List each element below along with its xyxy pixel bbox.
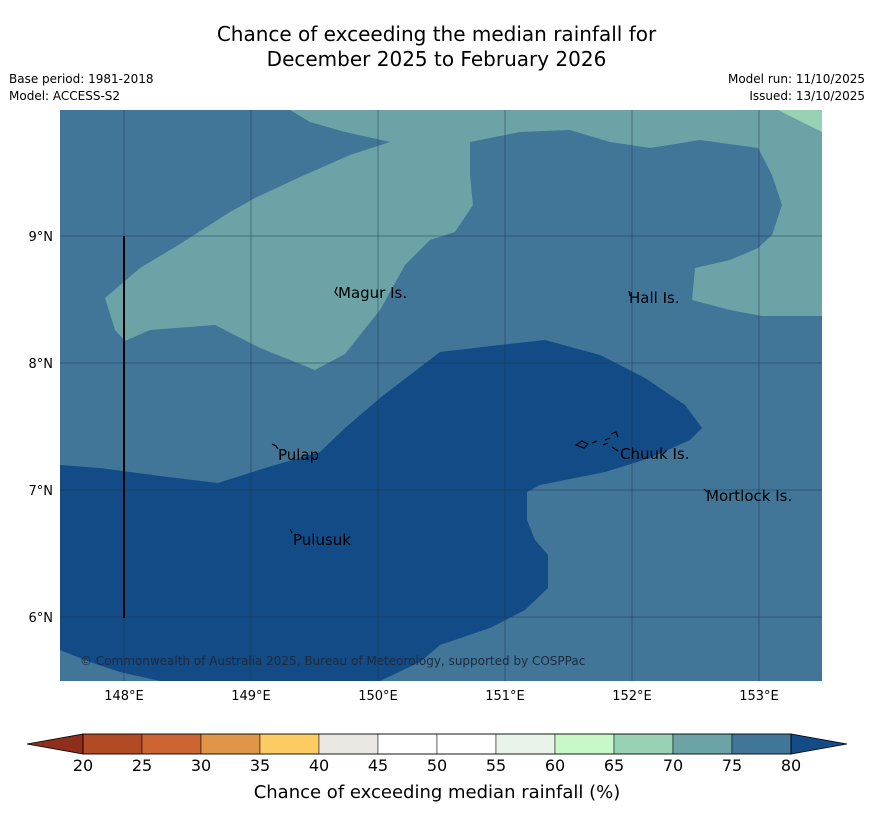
colorbar-label-40: 40 — [309, 756, 329, 775]
label-chuuk: Chuuk Is. — [620, 445, 689, 463]
island-pulap — [271, 443, 279, 450]
colorbar-cell-50-55 — [436, 733, 497, 755]
title-line-1: Chance of exceeding the median rainfall … — [216, 22, 657, 46]
colorbar-cell-65-70 — [613, 733, 674, 755]
meta-right: Model run: 11/10/2025 Issued: 13/10/2025 — [728, 71, 865, 105]
colorbar-cell-70-75 — [672, 733, 733, 755]
lat-tick-6: 6°N — [29, 611, 54, 626]
base-period-text: Base period: 1981-2018 — [9, 72, 154, 86]
colorbar-under-arrow — [26, 733, 84, 755]
colorbar-cell-75-80 — [731, 733, 792, 755]
label-pulap: Pulap — [278, 446, 319, 464]
island-pulusuk — [289, 528, 293, 534]
meta-left: Base period: 1981-2018 Model: ACCESS-S2 — [9, 71, 154, 105]
colorbar-label-30: 30 — [191, 756, 211, 775]
model-run-text: Model run: 11/10/2025 — [727, 72, 865, 86]
lat-ticks: 9°N 8°N 7°N 6°N — [29, 230, 54, 626]
colorbar-title: Chance of exceeding median rainfall (%) — [254, 782, 621, 803]
colorbar-frame — [82, 733, 792, 755]
colorbar-label-75: 75 — [722, 756, 742, 775]
colorbar-cell-40-45 — [318, 733, 379, 755]
colorbar-label-20: 20 — [73, 756, 93, 775]
colorbar: 20 25 30 35 40 45 50 55 60 65 70 75 80 Chance of exc… — [26, 733, 848, 803]
copyright-text: © Commonwealth of Australia 2025, Bureau… — [80, 654, 585, 668]
label-hall: Hall Is. — [629, 289, 680, 307]
lon-tick-149: 149°E — [231, 689, 271, 704]
region-80-plus — [60, 340, 702, 681]
region-65-70 — [778, 110, 822, 132]
colorbar-label-80: 80 — [781, 756, 801, 775]
lat-tick-7: 7°N — [29, 484, 54, 499]
colorbar-over-arrow — [790, 733, 848, 755]
colorbar-cell-35-40 — [259, 733, 320, 755]
colorbar-label-25: 25 — [132, 756, 152, 775]
lon-tick-150: 150°E — [358, 689, 398, 704]
island-magur — [334, 286, 339, 297]
lon-ticks: 148°E 149°E 150°E 151°E 152°E 153°E — [104, 689, 779, 704]
colorbar-cell-25-30 — [141, 733, 202, 755]
lon-tick-151: 151°E — [485, 689, 525, 704]
colorbar-label-50: 50 — [427, 756, 447, 775]
colorbar-cell-30-35 — [200, 733, 261, 755]
issued-text: Issued: 13/10/2025 — [749, 89, 865, 103]
colorbar-label-35: 35 — [250, 756, 270, 775]
label-pulusuk: Pulusuk — [293, 531, 351, 549]
map-title: Chance of exceeding the median rainfall … — [0, 22, 873, 72]
island-mortlock — [703, 488, 708, 493]
map-area[interactable]: Magur Is. Hall Is. Pulap Chuuk Is. Mortl… — [60, 110, 822, 681]
lon-tick-153: 153°E — [739, 689, 779, 704]
lon-tick-152: 152°E — [612, 689, 652, 704]
region-70-75-north — [105, 110, 822, 370]
island-hall — [628, 290, 631, 297]
label-mortlock: Mortlock Is. — [706, 487, 792, 505]
model-text: Model: ACCESS-S2 — [9, 89, 121, 103]
colorbar-cell-45-50 — [377, 733, 438, 755]
label-magur: Magur Is. — [338, 284, 407, 302]
colorbar-cell-55-60 — [495, 733, 556, 755]
colorbar-cell-60-65 — [554, 733, 615, 755]
colorbar-label-45: 45 — [368, 756, 388, 775]
colorbar-label-55: 55 — [486, 756, 506, 775]
colorbar-label-65: 65 — [604, 756, 624, 775]
islands — [271, 286, 708, 534]
colorbar-label-70: 70 — [663, 756, 683, 775]
island-chuuk — [574, 431, 619, 452]
lon-tick-148: 148°E — [104, 689, 144, 704]
region-75-80-south — [60, 650, 160, 681]
lat-tick-9: 9°N — [29, 230, 54, 245]
title-line-2: December 2025 to February 2026 — [266, 47, 607, 71]
colorbar-label-60: 60 — [545, 756, 565, 775]
graticule — [60, 110, 822, 681]
lat-tick-8: 8°N — [29, 357, 54, 372]
colorbar-cell-20-25 — [82, 733, 143, 755]
